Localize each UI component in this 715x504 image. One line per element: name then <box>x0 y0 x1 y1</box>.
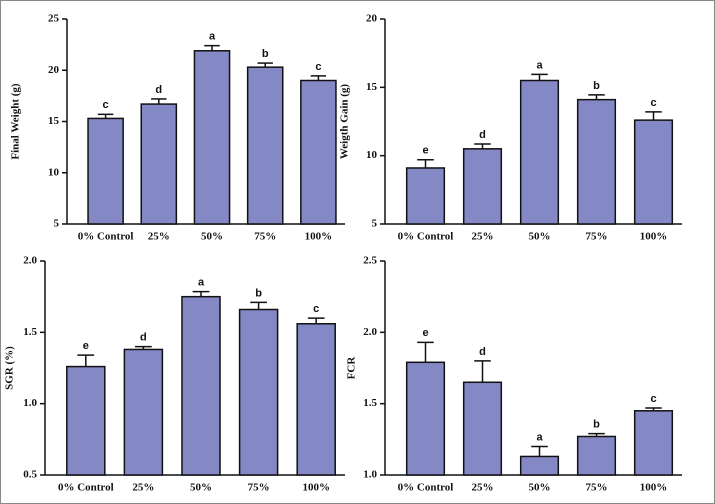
significance-letter: a <box>198 277 205 289</box>
y-tick-label: 1.5 <box>363 397 377 409</box>
y-tick-label: 15 <box>48 115 60 127</box>
x-tick-label: 0% Control <box>398 482 454 494</box>
x-tick-label: 0% Control <box>58 482 114 494</box>
significance-letter: e <box>422 327 428 339</box>
bar <box>181 295 221 476</box>
y-tick-label: 2.5 <box>363 255 377 267</box>
x-tick-label: 25% <box>472 482 494 494</box>
x-tick-label: 100% <box>302 482 330 494</box>
significance-letter: d <box>479 129 486 141</box>
y-axis-label: Final Weight (g) <box>10 83 22 160</box>
significance-letter: e <box>83 340 89 352</box>
y-tick-label: 25 <box>48 13 60 25</box>
significance-letter: d <box>140 332 147 344</box>
x-tick-label: 0% Control <box>398 231 454 243</box>
bar <box>462 381 503 476</box>
y-axis-label: Weigth Gain (g) <box>339 84 351 160</box>
x-tick-label: 100% <box>305 231 333 243</box>
bar <box>405 361 446 476</box>
y-tick-label: 1.5 <box>23 326 37 338</box>
x-tick-label: 50% <box>529 231 551 243</box>
x-tick-label: 100% <box>640 231 668 243</box>
significance-letter: b <box>262 48 269 60</box>
significance-letter: b <box>255 287 262 299</box>
bar <box>123 348 164 476</box>
bar <box>238 308 279 476</box>
bar <box>246 66 284 225</box>
bar <box>193 50 231 225</box>
y-tick-label: 10 <box>366 149 378 161</box>
x-tick-label: 100% <box>640 482 668 494</box>
bar <box>519 79 560 225</box>
y-tick-label: 20 <box>48 64 60 76</box>
bar <box>633 119 674 225</box>
x-tick-label: 50% <box>190 482 212 494</box>
y-tick-label: 15 <box>366 81 378 93</box>
bar <box>633 410 674 476</box>
significance-letter: c <box>650 393 656 405</box>
significance-letter: d <box>155 84 162 96</box>
y-tick-label: 2.0 <box>23 255 37 267</box>
significance-letter: c <box>313 303 319 315</box>
significance-letter: e <box>422 145 428 157</box>
y-axis-label: FCR <box>346 356 358 380</box>
bar <box>140 103 178 225</box>
x-tick-label: 75% <box>254 231 276 243</box>
significance-letter: d <box>479 346 486 358</box>
significance-letter: c <box>103 99 109 111</box>
bar <box>87 117 124 225</box>
x-tick-label: 25% <box>472 231 494 243</box>
x-tick-label: 0% Control <box>78 231 134 243</box>
bar <box>519 455 560 476</box>
bar <box>300 79 337 225</box>
y-axis-label: SGR (%) <box>4 346 16 390</box>
y-tick-label: 5 <box>372 218 378 230</box>
y-tick-label: 5 <box>54 218 60 230</box>
bar <box>296 323 336 476</box>
x-tick-label: 75% <box>586 231 608 243</box>
x-tick-label: 25% <box>148 231 170 243</box>
x-tick-label: 75% <box>586 482 608 494</box>
y-tick-label: 0.5 <box>23 469 37 481</box>
y-tick-label: 1.0 <box>363 469 377 481</box>
x-tick-label: 75% <box>248 482 270 494</box>
significance-letter: b <box>593 419 600 431</box>
bar <box>576 435 617 476</box>
y-tick-label: 1.0 <box>23 397 37 409</box>
significance-letter: b <box>593 80 600 92</box>
significance-letter: a <box>209 31 216 43</box>
x-tick-label: 50% <box>201 231 223 243</box>
significance-letter: a <box>536 59 543 71</box>
significance-letter: c <box>650 97 656 109</box>
bar <box>462 148 503 225</box>
y-tick-label: 10 <box>48 166 60 178</box>
bar <box>576 98 617 225</box>
significance-letter: c <box>315 61 321 73</box>
x-tick-label: 50% <box>529 482 551 494</box>
bar <box>405 167 446 225</box>
y-tick-label: 2.0 <box>363 326 377 338</box>
bar <box>66 365 106 476</box>
x-tick-label: 25% <box>132 482 154 494</box>
significance-letter: a <box>536 431 543 443</box>
y-tick-label: 20 <box>366 13 378 25</box>
